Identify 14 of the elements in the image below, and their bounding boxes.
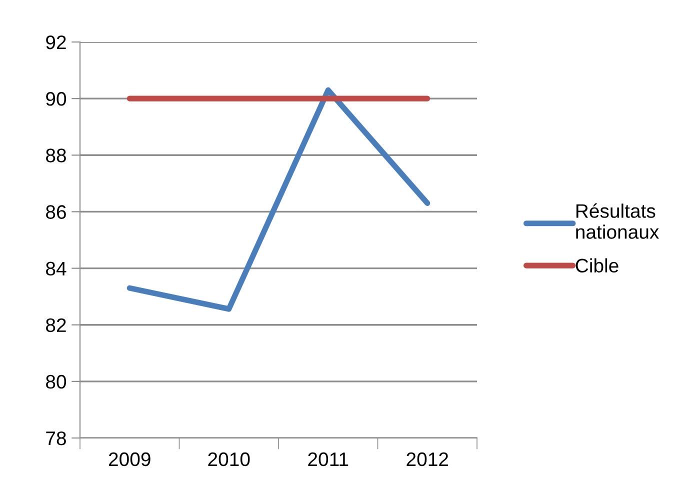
legend-label: Cible — [576, 258, 618, 273]
x-tick-label: 2010 — [208, 452, 250, 466]
y-tick-label: 84 — [46, 262, 66, 276]
legend-label: Résultats nationaux — [576, 203, 659, 239]
y-tick-label: 88 — [46, 148, 66, 162]
y-tick-label: 82 — [46, 318, 66, 332]
y-tick-label: 90 — [46, 92, 66, 106]
x-tick-label: 2012 — [406, 452, 448, 466]
x-tick-label: 2011 — [308, 452, 348, 466]
y-tick-label: 78 — [46, 431, 66, 446]
x-tick-label: 2009 — [108, 452, 150, 466]
y-tick-label: 92 — [46, 35, 66, 50]
y-tick-label: 86 — [46, 205, 66, 219]
y-tick-label: 80 — [46, 374, 66, 389]
